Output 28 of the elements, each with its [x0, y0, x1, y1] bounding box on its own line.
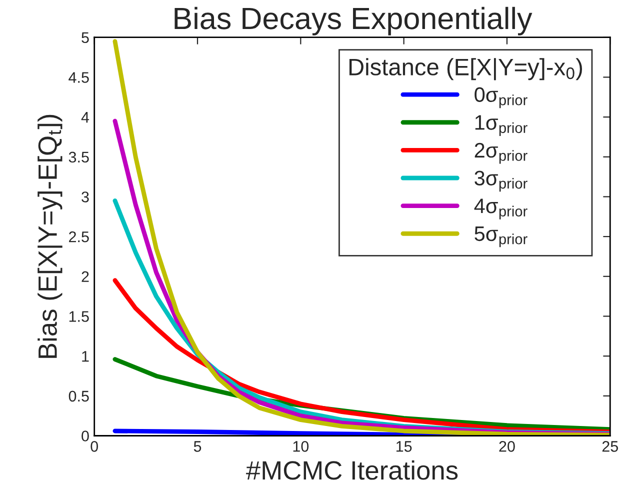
- legend-label: 1σ$_{prior}$: [475, 115, 528, 136]
- x-tick-label: 15: [396, 441, 412, 452]
- line-series: [112, 39, 610, 436]
- x-tick-label: 20: [499, 441, 515, 452]
- y-tick-label: 3.5: [68, 152, 89, 163]
- y-tick-label: 4: [81, 112, 90, 123]
- x-tick-label: 5: [194, 441, 202, 452]
- y-tick-label: 2: [82, 271, 89, 282]
- legend-title: Distance (E[X|Y=y]-x$_{0}$): [349, 58, 582, 80]
- legend-label: 3σ$_{prior}$: [474, 170, 528, 192]
- y-axis-title: Bias (E[X|Y=y]-E[Q$_{t}$]): [38, 114, 62, 358]
- legend-label: 0σ$_{prior}$: [474, 87, 528, 108]
- x-axis-title: #MCMC Iterations: [246, 460, 458, 480]
- legend-label: 4σ$_{prior}$: [474, 198, 528, 220]
- legend-label: 2σ$_{prior}$: [474, 142, 528, 164]
- x-tick-label: 10: [293, 441, 309, 452]
- y-tick-label: 0.5: [68, 390, 89, 402]
- chart-title: Bias Decays Exponentially: [174, 6, 532, 36]
- y-tick-label: 3: [82, 192, 89, 202]
- y-tick-label: 5: [82, 32, 89, 44]
- y-tick-label: 1.5: [69, 311, 89, 322]
- y-tick-label: 1: [82, 351, 89, 362]
- x-tick-label: 25: [602, 441, 618, 452]
- y-tick-label: 0: [82, 430, 89, 442]
- y-tick-label: 2.5: [69, 231, 89, 242]
- x-tick-label: 0: [90, 441, 98, 452]
- y-tick-label: 4.5: [68, 72, 89, 83]
- legend-label: 5σ$_{prior}$: [474, 226, 528, 248]
